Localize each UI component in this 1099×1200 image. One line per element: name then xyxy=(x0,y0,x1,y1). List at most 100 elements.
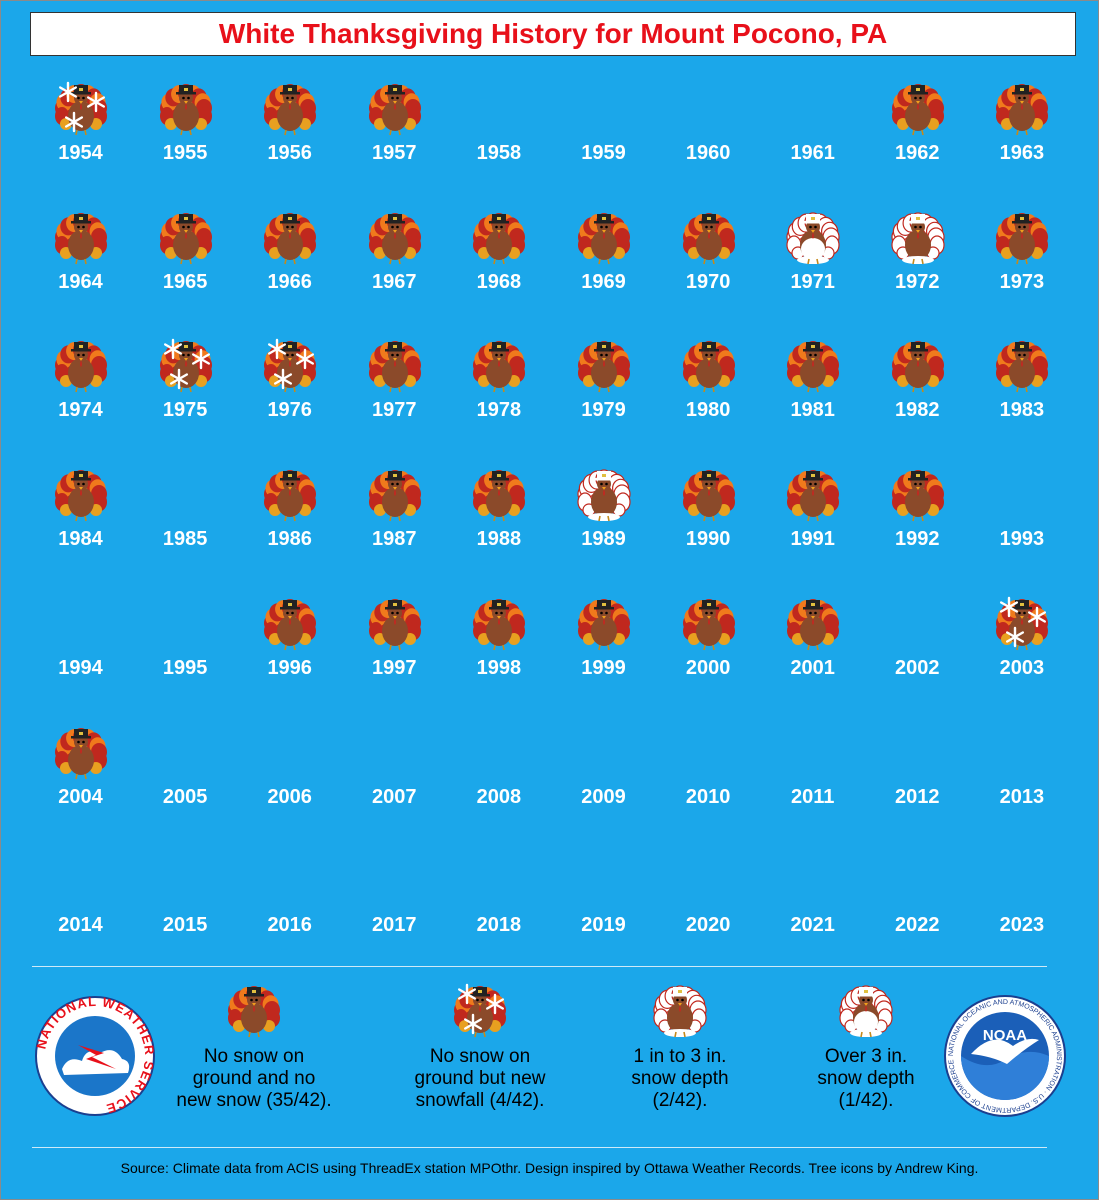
turkey-icon xyxy=(368,462,422,522)
year-label: 2016 xyxy=(267,914,312,937)
year-label: 2014 xyxy=(58,914,103,937)
year-cell: 1973 xyxy=(969,201,1074,330)
year-cell: 1968 xyxy=(446,201,551,330)
turkey-icon xyxy=(472,462,526,522)
turkey-icon xyxy=(368,76,422,136)
year-cell: 1976 xyxy=(237,329,342,458)
year-label: 1992 xyxy=(895,528,940,551)
turkey-icon xyxy=(368,333,422,393)
legend-item: Over 3 in. snow depth (1/42). xyxy=(791,978,941,1112)
legend-turkey-icon xyxy=(839,978,893,1038)
turkey-icon xyxy=(577,462,631,522)
year-label: 2005 xyxy=(162,785,208,808)
turkey-icon xyxy=(995,76,1049,136)
year-cell: 1957 xyxy=(342,72,447,201)
year-label: 1991 xyxy=(790,528,835,551)
year-cell: 1996 xyxy=(237,587,342,716)
separator-bottom xyxy=(32,1147,1047,1148)
turkey-icon xyxy=(54,333,108,393)
year-label: 1957 xyxy=(372,142,417,164)
year-label: 2002 xyxy=(895,656,940,679)
legend-item: No snow on ground but new snowfall (4/42). xyxy=(385,978,575,1112)
turkey-icon xyxy=(263,462,317,522)
turkey-icon xyxy=(263,205,317,265)
year-cell: 1960 xyxy=(656,72,761,201)
year-cell: 1958 xyxy=(446,72,551,201)
year-cell: 1962 xyxy=(865,72,970,201)
year-label: 2021 xyxy=(790,914,835,937)
year-label: 1998 xyxy=(476,656,522,679)
source-note: Source: Climate data from ACIS using Thr… xyxy=(120,1160,979,1176)
year-cell: 1961 xyxy=(760,72,865,201)
year-label: 2010 xyxy=(685,785,731,808)
year-label: 1965 xyxy=(162,270,208,293)
year-cell: 1994 xyxy=(28,587,133,716)
year-label: 1960 xyxy=(685,142,731,164)
year-label: 1979 xyxy=(581,399,626,422)
year-cell: 2010 xyxy=(656,716,761,845)
legend-text-line: No snow on xyxy=(429,1046,531,1067)
year-cell: 2002 xyxy=(865,587,970,716)
legend-text-line: ground and no xyxy=(192,1068,316,1089)
year-label: 1997 xyxy=(372,656,417,679)
year-label: 1988 xyxy=(476,528,522,551)
year-cell: 2023 xyxy=(969,844,1074,973)
year-cell: 2017 xyxy=(342,844,447,973)
year-label: 1987 xyxy=(372,528,417,551)
turkey-icon xyxy=(786,591,840,651)
year-label: 1972 xyxy=(895,270,940,293)
turkey-icon xyxy=(891,205,945,265)
year-label: 2000 xyxy=(685,656,731,679)
year-label: 2006 xyxy=(267,785,312,808)
legend-text-line: No snow on xyxy=(203,1046,305,1067)
year-label: 2018 xyxy=(476,914,522,937)
year-cell: 1986 xyxy=(237,458,342,587)
year-label: 1994 xyxy=(58,656,103,679)
year-label: 1978 xyxy=(476,399,522,422)
year-cell: 2018 xyxy=(446,844,551,973)
year-cell: 2020 xyxy=(656,844,761,973)
year-cell: 2012 xyxy=(865,716,970,845)
year-cell: 1956 xyxy=(237,72,342,201)
turkey-icon xyxy=(368,205,422,265)
year-label: 1967 xyxy=(372,270,417,293)
year-label: 2012 xyxy=(895,785,940,808)
turkey-icon xyxy=(577,205,631,265)
year-cell: 2004 xyxy=(28,716,133,845)
year-label: 1993 xyxy=(999,528,1045,551)
year-cell: 1966 xyxy=(237,201,342,330)
turkey-icon xyxy=(54,205,108,265)
legend-text-line: snowfall (4/42). xyxy=(415,1090,545,1111)
year-label: 1976 xyxy=(267,399,312,422)
turkey-icon xyxy=(995,333,1049,393)
year-cell: 1964 xyxy=(28,201,133,330)
year-label: 2011 xyxy=(790,785,835,808)
year-label: 1962 xyxy=(895,142,940,164)
year-cell: 1984 xyxy=(28,458,133,587)
noaa-logo-text: NOAA xyxy=(983,1027,1027,1044)
legend-turkey-icon xyxy=(653,978,707,1038)
legend-item: 1 in to 3 in. snow depth (2/42). xyxy=(605,978,755,1112)
year-cell: 1987 xyxy=(342,458,447,587)
turkey-icon xyxy=(159,205,213,265)
turkey-icon xyxy=(891,462,945,522)
turkey-icon xyxy=(682,591,736,651)
year-label: 1955 xyxy=(162,142,208,164)
turkey-icon xyxy=(159,76,213,136)
year-label: 2022 xyxy=(895,914,940,937)
year-cell: 1985 xyxy=(133,458,238,587)
year-cell: 2003 xyxy=(969,587,1074,716)
legend-turkey-icon xyxy=(453,978,507,1038)
year-label: 2004 xyxy=(58,785,103,808)
year-cell: 1998 xyxy=(446,587,551,716)
year-label: 1984 xyxy=(58,528,103,551)
year-cell: 2019 xyxy=(551,844,656,973)
year-cell: 1967 xyxy=(342,201,447,330)
year-label: 1964 xyxy=(58,270,103,293)
year-label: 1959 xyxy=(581,142,626,164)
turkey-icon xyxy=(472,205,526,265)
year-cell: 1975 xyxy=(133,329,238,458)
turkey-icon xyxy=(263,76,317,136)
year-label: 1963 xyxy=(999,142,1045,164)
legend-item: No snow on ground and no new snow (35/42). xyxy=(154,978,354,1112)
